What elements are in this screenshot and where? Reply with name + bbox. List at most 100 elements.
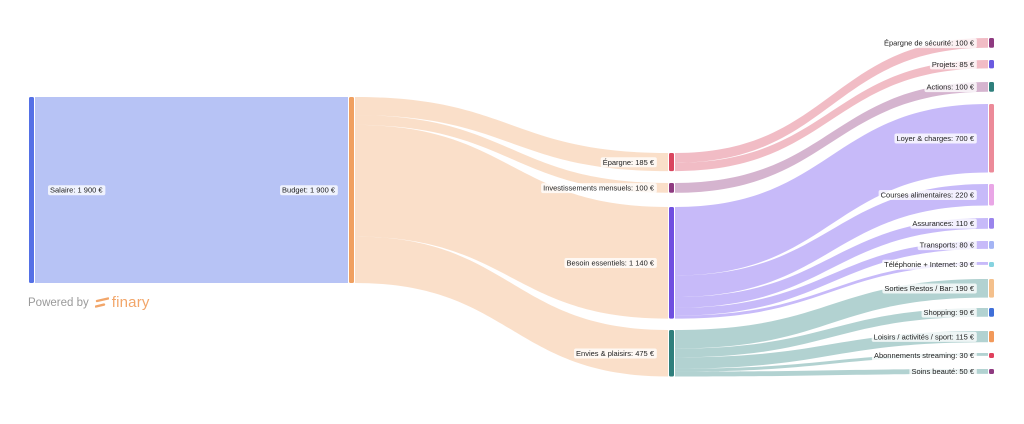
sankey-link-besoins-courses [675,184,988,298]
sankey-label-courses: Courses alimentaires: 220 € [878,189,977,200]
sankey-labels: Salaire: 1 900 € Budget: 1 900 € Épargne: … [48,38,977,377]
sankey-label-bg-besoins [564,258,657,268]
sankey-label-transports: Transports: 80 € [917,240,977,251]
sankey-label-bg-investissements [541,183,657,194]
powered-by-branding[interactable]: Powered by finary [28,294,150,311]
sankey-label-text-salaire: Salaire: 1 900 € [50,186,103,195]
sankey-link-besoins-loyer [675,104,988,276]
sankey-link-envies-abonnements [675,353,988,372]
sankey-nodes [29,38,994,377]
sankey-label-bg-projets [929,59,977,70]
sankey-label-investissements: Investissements mensuels: 100 € [541,183,657,194]
sankey-link-envies-shopping [675,308,988,358]
sankey-label-besoins: Besoin essentiels: 1 140 € [564,258,657,268]
sankey-node-budget[interactable] [349,97,354,283]
sankey-link-besoins-assurances [675,218,988,308]
sankey-label-bg-epargne [600,157,657,168]
sankey-label-text-sorties: Sorties Restos / Bar: 190 € [884,284,974,293]
sankey-link-epargne-projets [675,60,988,172]
sankey-label-telephonie: Téléphonie + Internet: 30 € [882,259,977,270]
sankey-node-actions[interactable] [989,82,994,92]
sankey-link-budget-investissements [355,115,668,193]
sankey-label-abonnements: Abonnements streaming: 30 € [871,350,977,361]
sankey-label-shopping: Shopping: 90 € [921,307,977,318]
sankey-label-text-projets: Projets: 85 € [932,60,975,69]
sankey-link-envies-sorties [675,279,988,349]
sankey-link-salaire-budget [35,97,348,283]
sankey-label-bg-telephonie [882,259,977,270]
finary-logo: finary [94,294,150,311]
sankey-label-bg-abonnements [871,350,977,361]
sankey-label-bg-soins [909,366,977,377]
sankey-node-soins[interactable] [989,369,994,374]
sankey-node-shopping[interactable] [989,308,994,317]
sankey-label-sorties: Sorties Restos / Bar: 190 € [882,283,977,294]
sankey-label-text-investissements: Investissements mensuels: 100 € [543,184,655,193]
sankey-label-projets: Projets: 85 € [929,59,977,70]
sankey-label-bg-assurances [910,218,977,229]
sankey-node-telephonie[interactable] [989,262,994,267]
sankey-label-actions: Actions: 100 € [924,82,977,93]
sankey-label-text-actions: Actions: 100 € [926,83,974,92]
sankey-label-bg-sorties [882,283,977,294]
sankey-label-loyer: Loyer & charges: 700 € [894,133,977,144]
sankey-label-text-shopping: Shopping: 90 € [924,308,975,317]
sankey-label-text-assurances: Assurances: 110 € [912,219,974,228]
finary-brand-name: finary [111,294,150,311]
sankey-label-text-loyer: Loyer & charges: 700 € [896,134,974,143]
sankey-node-transports[interactable] [989,241,994,249]
sankey-label-bg-envies [574,348,657,359]
powered-by-text: Powered by [28,296,89,309]
sankey-label-text-epargne_securite: Épargne de sécurité: 100 € [884,39,975,48]
sankey-label-bg-salaire [48,185,106,196]
sankey-label-salaire: Salaire: 1 900 € [48,185,106,196]
sankey-label-text-loisirs: Loisirs / activités / sport: 115 € [874,332,975,341]
sankey-label-text-budget: Budget: 1 900 € [282,186,336,195]
finary-logo-icon [94,296,109,308]
sankey-label-bg-epargne_securite [881,38,977,49]
sankey-node-courses[interactable] [989,184,994,206]
sankey-label-text-abonnements: Abonnements streaming: 30 € [874,351,975,360]
sankey-link-budget-besoins [355,124,668,319]
sankey-node-loisirs[interactable] [989,331,994,343]
sankey-node-epargne[interactable] [669,153,674,172]
sankey-label-text-transports: Transports: 80 € [920,241,975,250]
sankey-links [35,38,988,377]
sankey-label-text-epargne: Épargne: 185 € [603,158,655,167]
sankey-link-budget-epargne [355,97,668,172]
sankey-label-assurances: Assurances: 110 € [910,218,977,229]
sankey-node-besoins[interactable] [669,207,674,319]
sankey-label-text-besoins: Besoin essentiels: 1 140 € [566,259,654,268]
sankey-node-loyer[interactable] [989,104,994,173]
sankey-link-besoins-transports [675,241,988,316]
sankey-label-budget: Budget: 1 900 € [280,185,338,196]
sankey-node-salaire[interactable] [29,97,34,283]
sankey-label-bg-courses [878,189,977,200]
sankey-label-bg-loisirs [871,331,977,342]
sankey-node-epargne_securite[interactable] [989,38,994,48]
sankey-link-investissements-actions [675,82,988,193]
sankey-label-bg-shopping [921,307,977,318]
sankey-node-sorties[interactable] [989,279,994,298]
sankey-link-budget-envies [355,236,668,377]
sankey-label-text-courses: Courses alimentaires: 220 € [881,190,975,199]
sankey-label-bg-loyer [894,133,977,144]
sankey-label-bg-transports [917,240,977,251]
sankey-label-soins: Soins beauté: 50 € [909,366,977,377]
sankey-label-bg-budget [280,185,338,196]
sankey-label-text-soins: Soins beauté: 50 € [911,367,974,376]
sankey-link-besoins-telephonie [675,262,988,319]
sankey-node-investissements[interactable] [669,183,674,193]
sankey-node-assurances[interactable] [989,218,994,229]
sankey-label-epargne: Épargne: 185 € [600,157,657,168]
sankey-node-abonnements[interactable] [989,353,994,358]
sankey-label-envies: Envies & plaisirs: 475 € [574,348,657,359]
sankey-node-envies[interactable] [669,330,674,377]
sankey-node-projets[interactable] [989,60,994,69]
sankey-label-epargne_securite: Épargne de sécurité: 100 € [881,38,977,49]
sankey-label-bg-actions [924,82,977,93]
sankey-label-loisirs: Loisirs / activités / sport: 115 € [871,331,977,342]
sankey-label-text-telephonie: Téléphonie + Internet: 30 € [884,260,975,269]
sankey-link-epargne-epargne_securite [675,38,988,163]
